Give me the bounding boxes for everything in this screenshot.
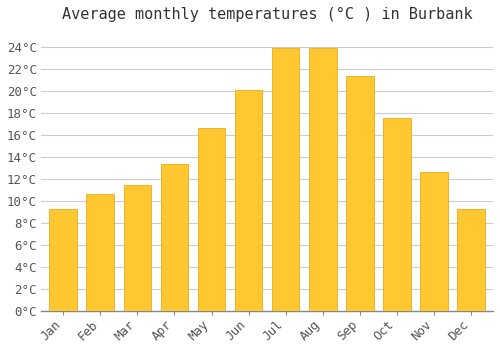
Bar	[198, 128, 226, 311]
Bar	[50, 209, 77, 311]
Title: Average monthly temperatures (°C ) in Burbank: Average monthly temperatures (°C ) in Bu…	[62, 7, 472, 22]
Bar	[234, 90, 262, 311]
Bar	[272, 48, 299, 311]
Bar	[383, 118, 410, 311]
Bar	[86, 194, 115, 311]
Bar	[420, 172, 448, 311]
Bar	[160, 164, 188, 311]
Bar	[124, 186, 152, 311]
Bar	[309, 48, 336, 311]
Bar	[457, 209, 484, 311]
Bar	[346, 76, 374, 311]
